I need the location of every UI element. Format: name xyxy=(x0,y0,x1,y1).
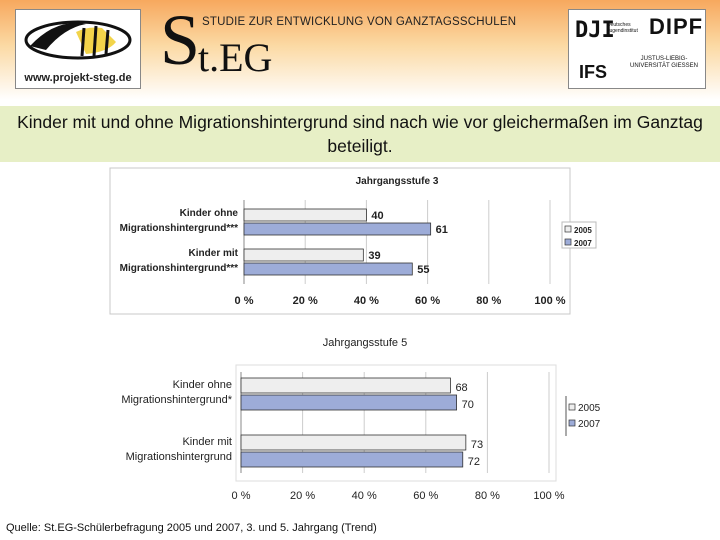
chart1-tick-label: 60 % xyxy=(415,295,440,307)
chart2-data-label: 72 xyxy=(468,456,480,468)
chart1-title: Jahrgangsstufe 3 xyxy=(356,176,439,187)
chart2-legend-label: 2007 xyxy=(578,419,601,430)
steg-brand-initial: S xyxy=(160,0,201,80)
chart1-tick-label: 20 % xyxy=(293,295,318,307)
chart1-data-label: 61 xyxy=(436,224,448,236)
chart1-data-label: 40 xyxy=(371,210,383,222)
chart1-tick-label: 80 % xyxy=(476,295,501,307)
chart2-category-label: Kinder ohne xyxy=(173,379,232,391)
header-banner: www.projekt-steg.de S t.EG STUDIE ZUR EN… xyxy=(0,0,720,100)
chart2-tick-label: 100 % xyxy=(533,490,564,502)
jlu-logo: JUSTUS-LIEBIG-UNIVERSITÄT GIESSEN xyxy=(630,56,698,69)
chart2-legend-swatch xyxy=(568,403,576,411)
chart1-tick-label: 40 % xyxy=(354,295,379,307)
chart1-legend-swatch xyxy=(564,238,572,246)
project-url: www.projekt-steg.de xyxy=(24,72,132,84)
chart2-tick-label: 20 % xyxy=(290,490,315,502)
chart2-data-label: 70 xyxy=(462,399,474,411)
chart1-bar xyxy=(243,262,413,276)
chart2-tick-label: 40 % xyxy=(352,490,377,502)
chart1-category-label: Migrationshintergrund*** xyxy=(120,223,238,234)
slide-headline: Kinder mit und ohne Migrationshintergrun… xyxy=(0,106,720,162)
chart1-data-label: 39 xyxy=(368,250,380,262)
chart1-category-label: Kinder mit xyxy=(189,248,239,259)
chart1-frame xyxy=(109,167,571,315)
chart2-bar xyxy=(240,377,451,394)
dipf-logo: DIPF xyxy=(649,14,704,39)
source-note: Quelle: St.EG-Schülerbefragung 2005 und … xyxy=(6,522,377,534)
chart2-bar xyxy=(240,434,467,451)
chart1-bar xyxy=(243,208,367,222)
chart2-data-label: 73 xyxy=(471,439,483,451)
chart1-legend-label: 2007 xyxy=(574,239,592,248)
chart1-bar xyxy=(243,222,432,236)
study-title: STUDIE ZUR ENTWICKLUNG VON GANZTAGSSCHUL… xyxy=(202,16,517,28)
chart2-tick-label: 60 % xyxy=(413,490,438,502)
ifs-logo: IFS xyxy=(579,62,608,82)
steg-logo-left: www.projekt-steg.de xyxy=(15,9,141,89)
chart1-bar xyxy=(243,248,364,262)
chart1-tick-label: 0 % xyxy=(235,295,254,307)
sun-rays-logo-icon xyxy=(24,20,132,60)
chart2-bar xyxy=(240,394,458,411)
chart1-legend-swatch xyxy=(564,225,572,233)
chart1-category-label: Kinder ohne xyxy=(180,208,239,219)
chart1-data-label: 55 xyxy=(417,264,429,276)
chart2-bar xyxy=(240,451,464,468)
chart2-legend-swatch xyxy=(568,419,576,427)
dji-subtitle: Deutsches Jugendinstitut xyxy=(607,22,638,34)
chart2-category-label: Migrationshintergrund* xyxy=(121,394,232,406)
chart2-title: Jahrgangsstufe 5 xyxy=(323,337,407,349)
chart1-tick-label: 100 % xyxy=(534,295,565,307)
chart1-legend-label: 2005 xyxy=(574,226,592,235)
chart2-category-label: Migrationshintergrund xyxy=(126,451,232,463)
chart2-data-label: 68 xyxy=(455,382,467,394)
chart2-tick-label: 0 % xyxy=(232,490,251,502)
chart1-category-label: Migrationshintergrund*** xyxy=(120,263,238,274)
steg-brand-rest: t.EG xyxy=(198,35,273,80)
chart2-tick-label: 80 % xyxy=(475,490,500,502)
dji-logo: DJI xyxy=(575,18,615,43)
chart2-legend-label: 2005 xyxy=(578,403,601,414)
partner-logos: DJI Deutsches Jugendinstitut DIPF IFS JU… xyxy=(568,9,706,89)
chart2-plot-area xyxy=(235,364,557,482)
chart2-category-label: Kinder mit xyxy=(182,436,232,448)
